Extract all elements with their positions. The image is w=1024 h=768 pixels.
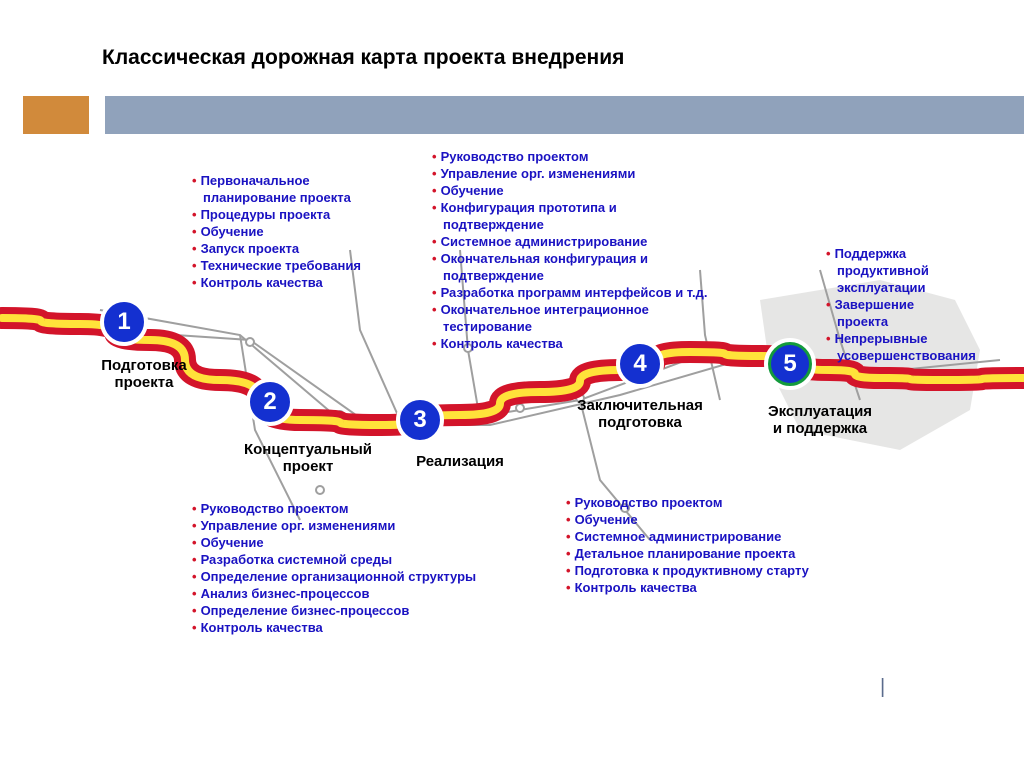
bullet-item: Технические требования (192, 257, 361, 274)
bullet-item: Руководство проектом (192, 500, 476, 517)
bullet-item: Контроль качества (432, 335, 708, 352)
bullet-item: Определение бизнес-процессов (192, 602, 476, 619)
bullet-item: Контроль качества (192, 274, 361, 291)
bullet-item: Детальное планирование проекта (566, 545, 809, 562)
milestone-marker-5: 5 (764, 338, 816, 390)
bullet-item: Руководство проектом (432, 148, 708, 165)
bullet-item: Окончательное интеграционное (432, 301, 708, 318)
bullet-item: Обучение (566, 511, 809, 528)
milestone-marker-2: 2 (246, 378, 294, 426)
bullet-item: Обучение (192, 223, 361, 240)
bullet-item: Разработка программ интерфейсов и т.д. (432, 284, 708, 301)
bullet-item: Системное администрирование (432, 233, 708, 250)
bullet-item: Контроль качества (566, 579, 809, 596)
bullet-group-3: ПоддержкапродуктивнойэксплуатацииЗаверше… (826, 245, 976, 364)
bullet-item: Подготовка к продуктивному старту (566, 562, 809, 579)
bullet-item: Контроль качества (192, 619, 476, 636)
bullet-group-1: Первоначальноепланирование проектаПроцед… (192, 172, 361, 291)
bullet-item: Обучение (192, 534, 476, 551)
milestone-marker-1: 1 (100, 298, 148, 346)
bullet-group-5: Руководство проектомОбучениеСистемное ад… (566, 494, 809, 596)
bullet-item: Поддержка (826, 245, 976, 262)
bullet-item: тестирование (432, 318, 708, 335)
bullet-item: Первоначальное (192, 172, 361, 189)
bullet-item: подтверждение (432, 267, 708, 284)
bullet-item: продуктивной (826, 262, 976, 279)
bullet-item: Завершение (826, 296, 976, 313)
milestone-label-5: Эксплуатацияи поддержка (740, 404, 900, 437)
bullet-item: подтверждение (432, 216, 708, 233)
bullet-item: Непрерывные (826, 330, 976, 347)
bullet-item: Управление орг. изменениями (432, 165, 708, 182)
milestone-label-1: Подготовкапроекта (74, 358, 214, 391)
bullet-item: Конфигурация прототипа и (432, 199, 708, 216)
bullet-item: усовершенствования (826, 347, 976, 364)
bullet-group-4: Руководство проектомУправление орг. изме… (192, 500, 476, 636)
bullet-item: Системное администрирование (566, 528, 809, 545)
bullet-group-2: Руководство проектомУправление орг. изме… (432, 148, 708, 352)
bullet-item: Разработка системной среды (192, 551, 476, 568)
milestone-marker-3: 3 (396, 396, 444, 444)
roadmap-diagram: Классическая дорожная карта проекта внед… (0, 0, 1024, 768)
milestone-label-4: Заключительнаяподготовка (540, 398, 740, 431)
page-number-tick: | (880, 676, 885, 699)
milestone-label-3: Реализация (390, 454, 530, 471)
bullet-item: проекта (826, 313, 976, 330)
bullet-item: Запуск проекта (192, 240, 361, 257)
milestone-label-2: Концептуальныйпроект (218, 442, 398, 475)
bullet-item: Окончательная конфигурация и (432, 250, 708, 267)
bullet-item: эксплуатации (826, 279, 976, 296)
bullet-item: Управление орг. изменениями (192, 517, 476, 534)
bullet-item: Определение организационной структуры (192, 568, 476, 585)
bullet-item: Руководство проектом (566, 494, 809, 511)
bullet-item: Процедуры проекта (192, 206, 361, 223)
bullet-item: планирование проекта (192, 189, 361, 206)
milestone-number: 5 (771, 345, 809, 383)
bullet-item: Обучение (432, 182, 708, 199)
bullet-item: Анализ бизнес-процессов (192, 585, 476, 602)
